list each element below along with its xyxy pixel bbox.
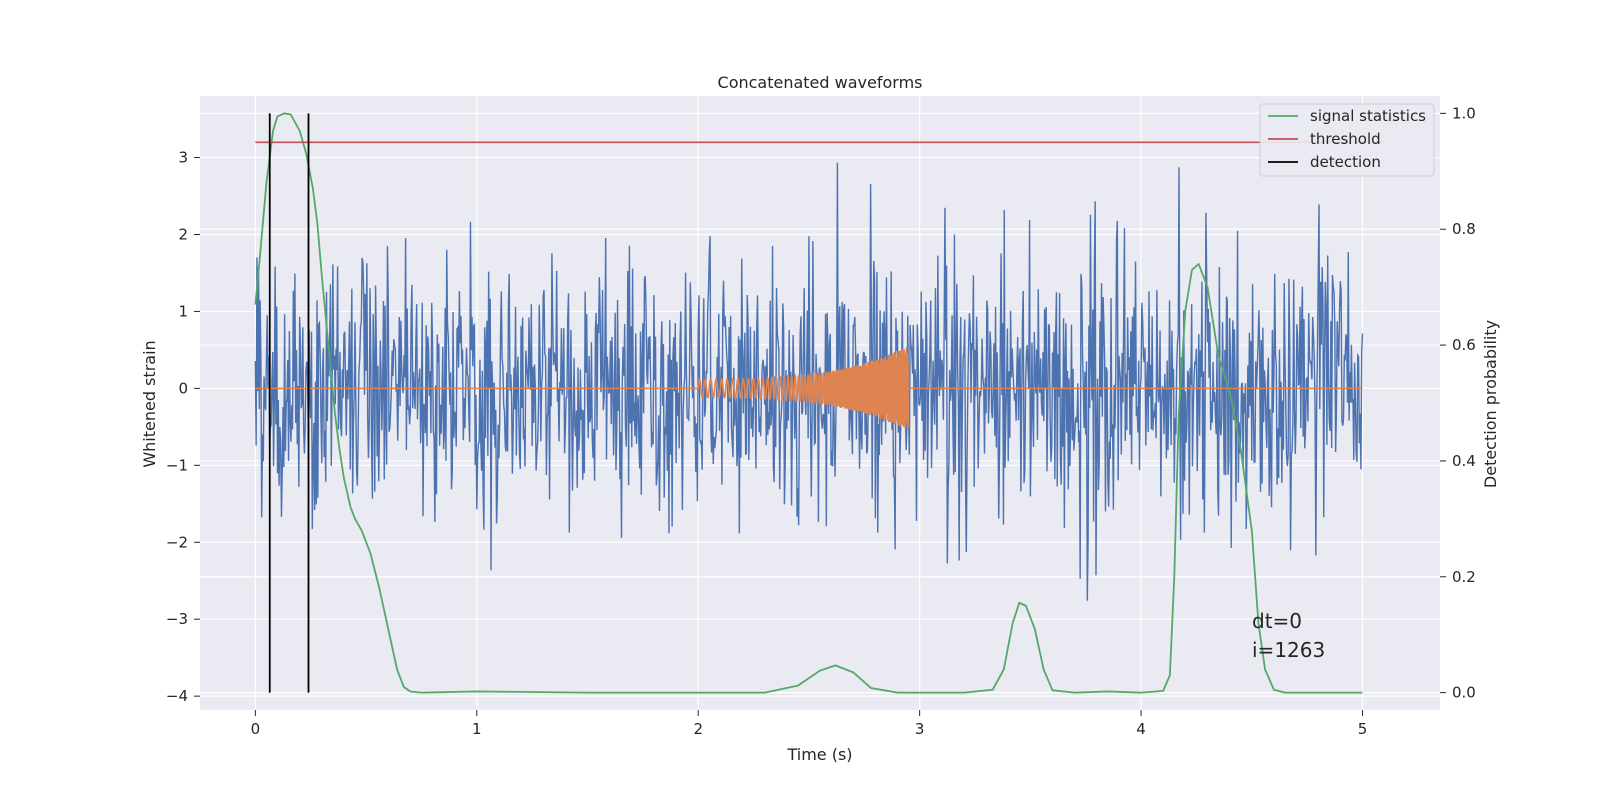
- legend: signal statistics threshold detection: [1259, 103, 1435, 177]
- detection-series: [268, 113, 310, 693]
- x-tick-label: 3: [915, 720, 925, 738]
- signal-statistics-line: [254, 112, 1363, 694]
- injection-line: [255, 347, 1363, 430]
- noise-line: [254, 162, 1364, 601]
- legend-label-detection: detection: [1310, 153, 1381, 171]
- x-tick-label: 2: [693, 720, 703, 738]
- annotation-dt: dt=0: [1252, 609, 1302, 633]
- annotation: dt=0 i=1263: [1252, 609, 1325, 662]
- y2-tick-label: 0.8: [1452, 220, 1476, 238]
- y-axis-label: Whitened strain: [140, 340, 159, 467]
- legend-frame: [1259, 103, 1435, 177]
- y-tick-label: 3: [178, 149, 188, 167]
- y2-tick-label: 1.0: [1452, 104, 1476, 122]
- y2-tick-label: 0.2: [1452, 568, 1476, 586]
- y2-axis-ticks: 0.0 0.2 0.4 0.6 0.8 1.0: [1440, 104, 1476, 702]
- y-tick-label: 2: [178, 225, 188, 243]
- chart-title: Concatenated waveforms: [718, 73, 923, 92]
- x-axis-ticks: 0 1 2 3 4 5: [251, 710, 1368, 738]
- legend-label-signal-statistics: signal statistics: [1310, 107, 1426, 125]
- annotation-i: i=1263: [1252, 638, 1325, 662]
- y-tick-label: −2: [166, 533, 188, 551]
- signal-statistics-series: [254, 112, 1363, 694]
- x-tick-label: 0: [251, 720, 261, 738]
- y-tick-label: −3: [166, 610, 188, 628]
- y2-tick-label: 0.0: [1452, 684, 1476, 702]
- y-tick-label: −1: [166, 456, 188, 474]
- noise-series: [254, 162, 1364, 601]
- y2-axis-label: Detection probability: [1481, 320, 1500, 488]
- legend-label-threshold: threshold: [1310, 130, 1381, 148]
- injection-series: [255, 347, 1363, 430]
- x-tick-label: 1: [472, 720, 482, 738]
- y2-tick-label: 0.4: [1452, 452, 1476, 470]
- x-tick-label: 4: [1136, 720, 1146, 738]
- y-tick-label: −4: [166, 687, 188, 705]
- y2-tick-label: 0.6: [1452, 336, 1476, 354]
- y-axis-ticks: −4 −3 −2 −1 0 1 2 3: [166, 149, 200, 705]
- y-tick-label: 1: [178, 302, 188, 320]
- x-axis-label: Time (s): [786, 745, 852, 764]
- y-tick-label: 0: [178, 379, 188, 397]
- x-tick-label: 5: [1358, 720, 1368, 738]
